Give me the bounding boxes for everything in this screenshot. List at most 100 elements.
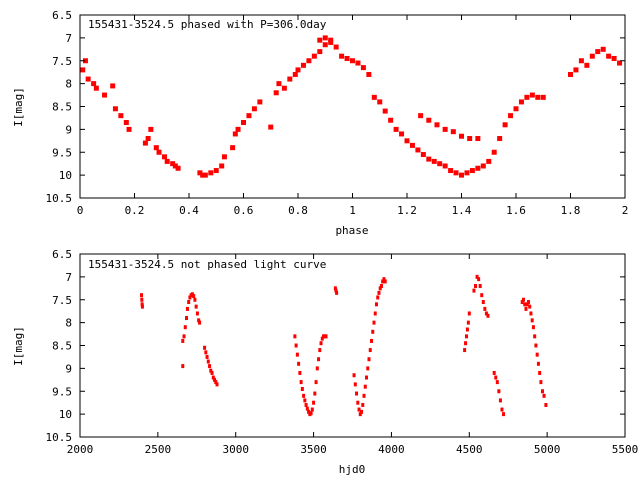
data-point bbox=[467, 136, 473, 142]
data-point bbox=[475, 136, 481, 142]
data-point bbox=[112, 106, 118, 112]
data-point bbox=[205, 354, 209, 359]
data-point bbox=[140, 302, 144, 307]
data-point bbox=[379, 284, 383, 289]
data-point bbox=[464, 170, 470, 176]
data-point bbox=[221, 154, 227, 160]
data-point bbox=[483, 306, 487, 311]
data-point bbox=[333, 286, 337, 291]
data-point bbox=[356, 400, 360, 405]
data-point bbox=[525, 302, 529, 307]
data-point bbox=[193, 297, 197, 302]
data-point bbox=[198, 320, 202, 325]
data-point bbox=[464, 341, 468, 346]
x-tick-label: 5000 bbox=[534, 443, 561, 456]
data-point bbox=[161, 154, 167, 160]
data-point bbox=[246, 113, 252, 119]
x-tick-label: 3500 bbox=[300, 443, 327, 456]
data-point bbox=[295, 352, 299, 357]
data-point bbox=[450, 129, 456, 135]
y-tick-label: 6.5 bbox=[52, 9, 72, 22]
phased-x-axis-ticks: 0 0.2 0.4 0.6 0.8 1 1.2 1.4 1.6 1.8 2 bbox=[77, 15, 629, 217]
data-point bbox=[235, 126, 241, 132]
y-tick-label: 9 bbox=[65, 362, 72, 375]
data-point bbox=[358, 412, 362, 417]
data-point bbox=[540, 94, 546, 100]
y-tick-label: 8.5 bbox=[52, 340, 72, 353]
data-point bbox=[464, 334, 468, 339]
data-point bbox=[214, 380, 218, 385]
phased-y-axis-ticks: 6.5 7 7.5 8 8.5 9 9.5 10 10.5 bbox=[46, 9, 625, 205]
data-point bbox=[182, 334, 186, 339]
data-point bbox=[508, 113, 514, 119]
data-point bbox=[518, 99, 524, 105]
data-point bbox=[281, 85, 287, 91]
data-point bbox=[312, 400, 316, 405]
y-tick-label: 9 bbox=[65, 123, 72, 136]
x-tick-label: 2 bbox=[622, 204, 629, 217]
data-point bbox=[175, 165, 181, 171]
data-point bbox=[531, 325, 535, 330]
data-point bbox=[466, 320, 470, 325]
data-point bbox=[497, 389, 501, 394]
data-point bbox=[302, 393, 306, 398]
x-tick-label: 0 bbox=[77, 204, 84, 217]
data-point bbox=[153, 145, 159, 151]
data-point bbox=[544, 402, 548, 407]
data-point bbox=[197, 318, 201, 323]
data-point bbox=[170, 161, 176, 167]
y-tick-label: 6.5 bbox=[52, 248, 72, 261]
data-point bbox=[374, 302, 378, 307]
data-point bbox=[486, 158, 492, 164]
data-point bbox=[478, 284, 482, 289]
data-point bbox=[309, 411, 313, 416]
x-tick-label: 2000 bbox=[67, 443, 94, 456]
data-point bbox=[268, 124, 274, 130]
data-point bbox=[393, 126, 399, 132]
data-point bbox=[448, 168, 454, 174]
data-point bbox=[362, 393, 366, 398]
data-point bbox=[606, 53, 612, 59]
data-point bbox=[426, 156, 432, 162]
data-point bbox=[481, 300, 485, 305]
data-point bbox=[305, 406, 309, 411]
data-point bbox=[584, 62, 590, 68]
data-point bbox=[102, 92, 108, 98]
y-tick-label: 10 bbox=[59, 408, 72, 421]
data-point bbox=[426, 117, 432, 123]
phased-data-points bbox=[80, 35, 623, 178]
data-point bbox=[371, 329, 375, 334]
data-point bbox=[595, 49, 601, 55]
x-tick-label: 4000 bbox=[378, 443, 405, 456]
data-point bbox=[535, 94, 541, 100]
unphased-x-axis-label: hjd0 bbox=[339, 463, 366, 476]
data-point bbox=[257, 99, 263, 105]
data-point bbox=[535, 352, 539, 357]
y-tick-label: 10.5 bbox=[46, 192, 73, 205]
data-point bbox=[118, 113, 124, 119]
data-point bbox=[318, 348, 322, 353]
data-point bbox=[453, 170, 459, 176]
y-tick-label: 10 bbox=[59, 169, 72, 182]
data-point bbox=[524, 94, 530, 100]
data-point bbox=[123, 120, 129, 126]
data-point bbox=[294, 343, 298, 348]
data-point bbox=[334, 288, 338, 293]
data-point bbox=[232, 131, 238, 137]
data-point bbox=[533, 334, 537, 339]
data-point bbox=[573, 67, 579, 73]
data-point bbox=[200, 172, 206, 178]
x-tick-label: 1.4 bbox=[452, 204, 472, 217]
data-point bbox=[140, 293, 144, 298]
data-point bbox=[377, 290, 381, 295]
data-point bbox=[442, 126, 448, 132]
data-point bbox=[382, 108, 388, 114]
data-point bbox=[299, 380, 303, 385]
data-point bbox=[185, 316, 189, 321]
data-point bbox=[418, 113, 424, 119]
data-point bbox=[513, 106, 519, 112]
data-point bbox=[352, 373, 356, 378]
data-point bbox=[404, 138, 410, 144]
data-point bbox=[140, 297, 144, 302]
